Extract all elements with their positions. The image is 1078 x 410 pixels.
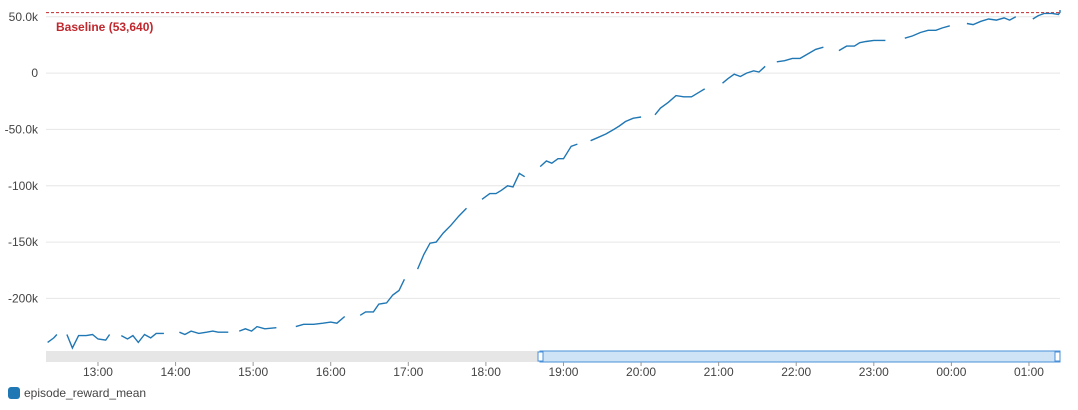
navigator-left-handle[interactable] xyxy=(537,351,544,362)
series-line-segment xyxy=(295,315,346,328)
series-line-segment xyxy=(416,207,467,270)
series-line-segment xyxy=(238,325,277,332)
series-line-segment xyxy=(1032,10,1061,20)
series-line-segment xyxy=(722,65,766,84)
navigator-right-handle[interactable] xyxy=(1054,351,1061,362)
y-tick-label: 50.0k xyxy=(9,10,39,24)
y-tick-label: -200k xyxy=(8,291,39,305)
x-tick-label: 17:00 xyxy=(393,365,423,379)
y-tick-label: -50.0k xyxy=(5,122,39,136)
baseline-label: Baseline (53,640) xyxy=(56,20,153,34)
x-tick-label: 16:00 xyxy=(316,365,346,379)
y-tick-label: -100k xyxy=(8,179,39,193)
x-tick-label: 21:00 xyxy=(704,365,734,379)
x-tick-label: 23:00 xyxy=(859,365,889,379)
x-tick-label: 01:00 xyxy=(1014,365,1044,379)
y-axis-ticks: 50.0k 0 -50.0k -100k -150k -200k xyxy=(5,10,39,306)
x-tick-label: 00:00 xyxy=(936,365,966,379)
x-tick-label: 18:00 xyxy=(471,365,501,379)
series-line-segment xyxy=(590,116,642,142)
series-line-segment xyxy=(359,278,406,316)
series-line-segment xyxy=(66,333,111,350)
series-line-segment xyxy=(47,334,58,343)
series-lines xyxy=(47,10,1061,350)
x-tick-label: 15:00 xyxy=(238,365,268,379)
y-tick-label: -150k xyxy=(8,235,39,249)
baseline-annotation: Baseline (53,640) xyxy=(46,12,1060,34)
series-line-segment xyxy=(838,39,886,52)
navigator-selection[interactable] xyxy=(539,350,1061,363)
legend-swatch-icon[interactable] xyxy=(8,387,20,399)
x-tick-label: 13:00 xyxy=(83,365,113,379)
range-navigator[interactable] xyxy=(46,350,1061,363)
series-line-segment xyxy=(179,330,229,336)
series-line-segment xyxy=(776,46,824,63)
x-tick-label: 14:00 xyxy=(161,365,191,379)
x-tick-label: 20:00 xyxy=(626,365,656,379)
series-line-segment xyxy=(481,172,526,200)
legend[interactable]: episode_reward_mean xyxy=(8,386,146,400)
x-tick-label: 19:00 xyxy=(548,365,578,379)
grid-lines xyxy=(46,16,1060,299)
y-tick-label: 0 xyxy=(31,66,38,80)
series-line-segment xyxy=(654,88,706,116)
legend-label[interactable]: episode_reward_mean xyxy=(24,386,147,400)
x-axis-ticks: 13:00 14:00 15:00 16:00 17:00 18:00 19:00 20:00… xyxy=(83,362,1044,379)
series-line-segment xyxy=(904,25,950,39)
x-tick-label: 22:00 xyxy=(781,365,811,379)
series-line-segment xyxy=(966,16,1017,26)
series-line-segment xyxy=(539,143,578,168)
series-line-segment xyxy=(120,332,164,344)
